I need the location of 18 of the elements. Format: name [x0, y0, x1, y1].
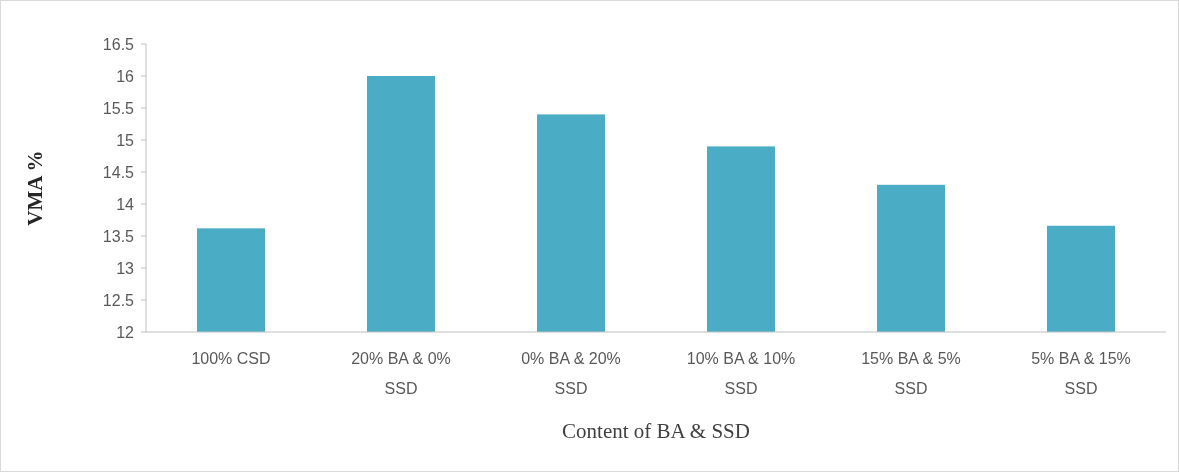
- y-tick-label: 16.5: [102, 35, 135, 53]
- x-axis-title: Content of BA & SSD: [562, 419, 750, 443]
- x-tick-label: 10% BA & 10% SSD: [686, 350, 796, 397]
- y-tick-label: 15.5: [102, 99, 135, 117]
- y-tick-label: 14.5: [102, 163, 135, 181]
- y-tick-label: 16: [116, 67, 135, 85]
- x-tick-label: 100% CSD: [191, 350, 271, 367]
- y-tick-label: 13: [116, 259, 135, 277]
- x-tick-label: 5% BA & 15% SSD: [1031, 350, 1131, 397]
- y-tick-label: 12.5: [102, 291, 135, 309]
- y-axis-title: VMA %: [23, 150, 47, 226]
- y-tick-label: 12: [116, 323, 135, 341]
- x-tick-label: 20% BA & 0% SSD: [351, 350, 451, 397]
- x-tick-label: 15% BA & 5% SSD: [861, 350, 961, 397]
- y-tick-label: 14: [116, 195, 135, 213]
- y-tick-label: 13.5: [102, 227, 135, 245]
- y-tick-label: 15: [116, 131, 135, 149]
- x-tick-label: 0% BA & 20% SSD: [521, 350, 621, 397]
